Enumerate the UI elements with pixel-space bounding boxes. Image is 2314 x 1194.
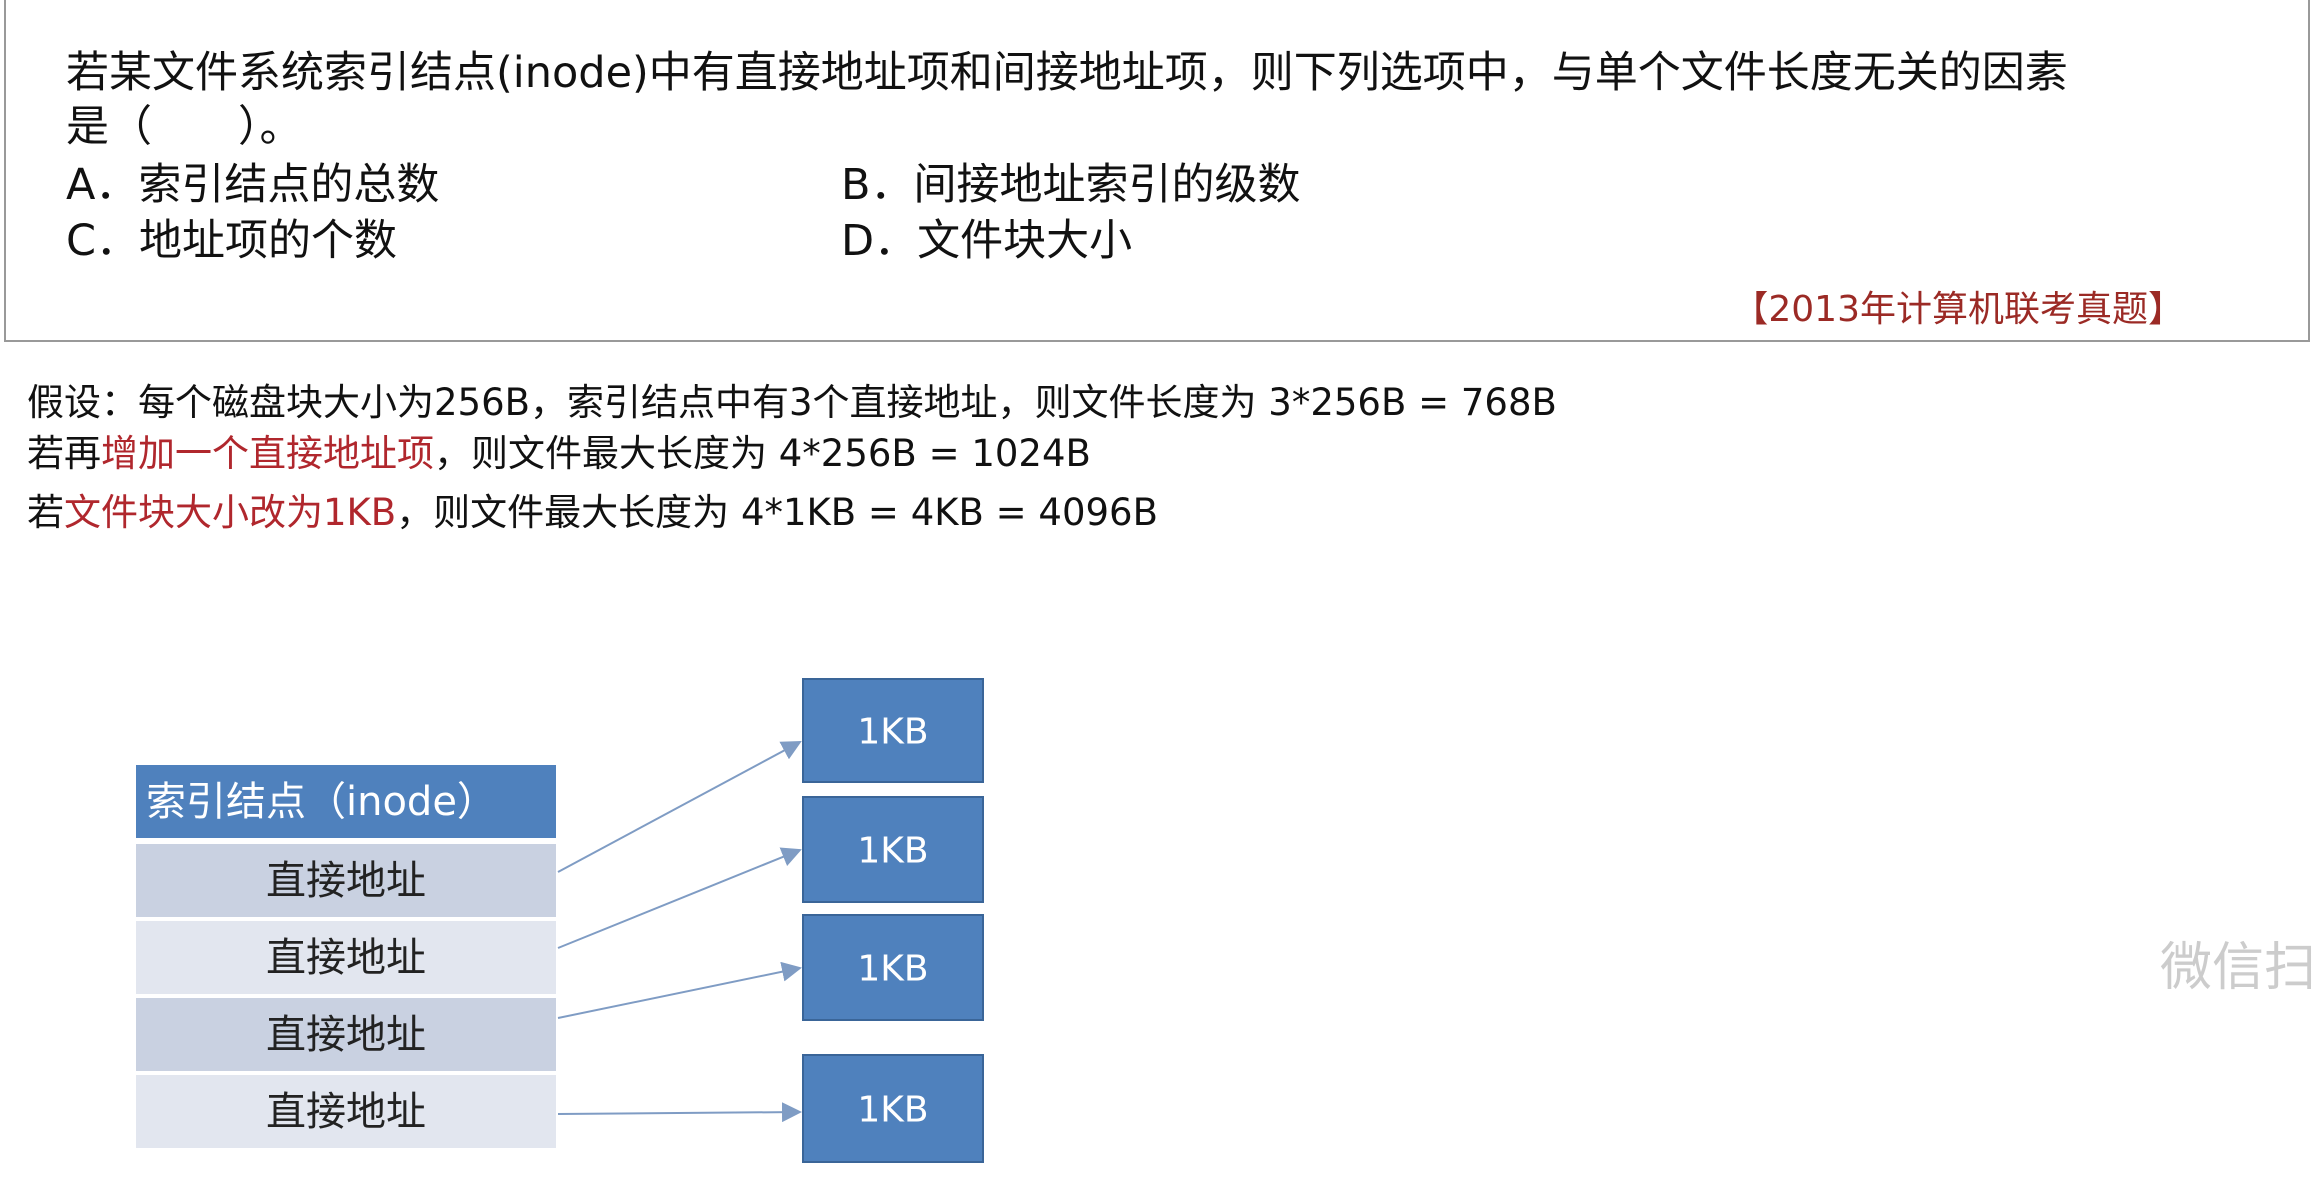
block-label: 1KB [857, 949, 928, 990]
inode-row [136, 921, 556, 994]
text-segment: 若 [27, 491, 64, 534]
block-label: 1KB [857, 831, 928, 872]
arrow [557, 847, 802, 949]
option: C．地址项的个数 [66, 216, 398, 266]
arrow [557, 1102, 802, 1123]
inode-row [136, 844, 556, 917]
text-segment: 若再 [27, 432, 101, 475]
arrow [557, 741, 802, 873]
option: B．间接地址索引的级数 [841, 160, 1301, 210]
row-label: 直接地址 [266, 935, 426, 981]
question-text: 若某文件系统索引结点(inode)中有直接地址项和间接地址项，则下列选项中，与单… [66, 48, 2068, 98]
inode-title: 索引结点（inode） [146, 779, 497, 825]
arrow [557, 961, 802, 1019]
option: A．索引结点的总数 [66, 160, 440, 210]
block [802, 914, 984, 1021]
text-segment: 增加一个直接地址项 [101, 432, 434, 475]
explanation-line: 若再增加一个直接地址项，则文件最大长度为 4*256B = 1024B [27, 423, 1091, 477]
option: D．文件块大小 [841, 216, 1133, 266]
row-label: 直接地址 [266, 1012, 426, 1058]
text-segment: ，则文件最大长度为 4*256B = 1024B [434, 432, 1091, 475]
row-label: 直接地址 [266, 1089, 426, 1135]
inode-row [136, 998, 556, 1071]
block [802, 1054, 984, 1163]
watermark: 微信扫 [2160, 938, 2314, 998]
block-label: 1KB [857, 712, 928, 753]
text-segment: 文件块大小改为1KB [64, 491, 397, 534]
row-label: 直接地址 [266, 858, 426, 904]
block-label: 1KB [857, 1090, 928, 1131]
inode-header [136, 765, 556, 838]
text-segment: ，则文件最大长度为 4*1KB = 4KB = 4096B [396, 491, 1158, 534]
question-text: 是（ ）。 [66, 102, 303, 152]
block [802, 678, 984, 783]
explanation-line: 若文件块大小改为1KB，则文件最大长度为 4*1KB = 4KB = 4096B [27, 482, 1158, 536]
inode-row [136, 1075, 556, 1148]
block [802, 796, 984, 903]
question-box [4, 0, 2310, 342]
text-segment: 假设：每个磁盘块大小为256B，索引结点中有3个直接地址，则文件长度为 3*25… [27, 381, 1557, 424]
explanation-line: 假设：每个磁盘块大小为256B，索引结点中有3个直接地址，则文件长度为 3*25… [27, 372, 1557, 426]
source: 【2013年计算机联考真题】 [1732, 289, 2184, 330]
